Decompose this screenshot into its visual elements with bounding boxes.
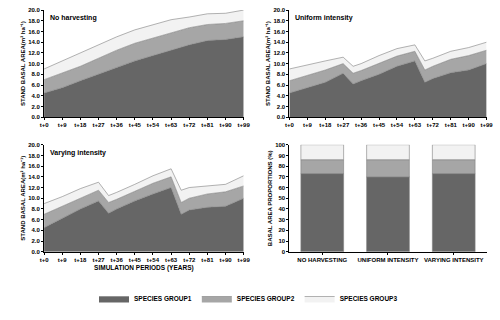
svg-text:t+45: t+45 (129, 122, 142, 128)
svg-text:SPECIES GROUP3: SPECIES GROUP3 (340, 295, 398, 302)
svg-text:30: 30 (278, 217, 285, 223)
svg-text:0.0: 0.0 (32, 249, 41, 255)
svg-text:4.0: 4.0 (277, 93, 286, 99)
svg-text:Varying intensity: Varying intensity (50, 149, 106, 157)
svg-text:100: 100 (275, 142, 286, 148)
svg-text:t+36: t+36 (111, 122, 124, 128)
svg-text:SPECIES GROUP1: SPECIES GROUP1 (134, 295, 192, 302)
svg-text:16.0: 16.0 (273, 29, 285, 35)
svg-text:0.0: 0.0 (32, 114, 41, 120)
svg-text:2.0: 2.0 (32, 238, 41, 244)
svg-text:t+0: t+0 (40, 122, 50, 128)
svg-text:0: 0 (282, 249, 286, 255)
svg-text:4.0: 4.0 (32, 227, 41, 233)
svg-text:STAND BASAL AREA(m² ha⁻¹): STAND BASAL AREA(m² ha⁻¹) (20, 21, 26, 106)
svg-text:t+99: t+99 (238, 122, 251, 128)
svg-text:No harvesting: No harvesting (50, 14, 97, 22)
svg-text:60: 60 (278, 185, 285, 191)
svg-text:t+0: t+0 (40, 257, 50, 263)
svg-text:2.0: 2.0 (277, 104, 286, 110)
svg-text:90: 90 (278, 153, 285, 159)
svg-text:Uniform intensity: Uniform intensity (295, 14, 353, 22)
svg-text:20.0: 20.0 (28, 7, 40, 13)
svg-text:t+45: t+45 (129, 257, 142, 263)
svg-text:t+27: t+27 (337, 122, 350, 128)
svg-text:t+72: t+72 (183, 257, 196, 263)
svg-text:t+63: t+63 (409, 122, 422, 128)
svg-text:t+81: t+81 (201, 257, 214, 263)
svg-text:t+54: t+54 (147, 257, 160, 263)
svg-text:18.0: 18.0 (28, 18, 40, 24)
svg-text:BASAL AREA PROPORTIONS (%): BASAL AREA PROPORTIONS (%) (267, 150, 273, 246)
svg-text:50: 50 (278, 195, 285, 201)
svg-text:SIMULATION PERIODS (YEARS): SIMULATION PERIODS (YEARS) (94, 264, 194, 272)
svg-text:14.0: 14.0 (28, 39, 40, 45)
svg-text:10.0: 10.0 (28, 195, 40, 201)
svg-text:t+54: t+54 (391, 122, 404, 128)
svg-text:16.0: 16.0 (28, 29, 40, 35)
svg-text:t+18: t+18 (74, 257, 87, 263)
svg-text:20.0: 20.0 (28, 142, 40, 148)
svg-text:t+63: t+63 (165, 122, 178, 128)
svg-text:6.0: 6.0 (32, 217, 41, 223)
svg-text:12.0: 12.0 (273, 50, 285, 56)
svg-text:2.0: 2.0 (32, 104, 41, 110)
svg-text:16.0: 16.0 (28, 163, 40, 169)
svg-text:4.0: 4.0 (32, 93, 41, 99)
svg-text:20.0: 20.0 (273, 7, 285, 13)
svg-text:12.0: 12.0 (28, 185, 40, 191)
svg-text:20: 20 (278, 227, 285, 233)
svg-text:14.0: 14.0 (273, 39, 285, 45)
svg-text:t+27: t+27 (92, 122, 105, 128)
svg-text:18.0: 18.0 (273, 18, 285, 24)
svg-text:t+72: t+72 (427, 122, 440, 128)
svg-text:STAND BASAL AREA(m² ha⁻¹): STAND BASAL AREA(m² ha⁻¹) (265, 21, 271, 106)
svg-text:t+18: t+18 (319, 122, 332, 128)
svg-text:STAND BASAL AREA(m² ha⁻¹): STAND BASAL AREA(m² ha⁻¹) (20, 156, 26, 241)
svg-text:t+18: t+18 (74, 122, 87, 128)
svg-text:6.0: 6.0 (277, 82, 286, 88)
svg-text:t+9: t+9 (58, 257, 68, 263)
svg-text:UNIFORM INTENSITY: UNIFORM INTENSITY (357, 257, 418, 263)
svg-text:t+81: t+81 (201, 122, 214, 128)
svg-text:8.0: 8.0 (32, 71, 41, 77)
svg-text:6.0: 6.0 (32, 82, 41, 88)
svg-text:12.0: 12.0 (28, 50, 40, 56)
svg-text:t+36: t+36 (355, 122, 368, 128)
svg-text:8.0: 8.0 (277, 71, 286, 77)
svg-text:10.0: 10.0 (273, 61, 285, 67)
svg-text:t+81: t+81 (445, 122, 458, 128)
svg-text:t+63: t+63 (165, 257, 178, 263)
svg-text:40: 40 (278, 206, 285, 212)
svg-text:t+54: t+54 (147, 122, 160, 128)
svg-text:0.0: 0.0 (277, 114, 286, 120)
svg-text:80: 80 (278, 163, 285, 169)
svg-text:t+45: t+45 (373, 122, 386, 128)
svg-text:SPECIES GROUP2: SPECIES GROUP2 (237, 295, 295, 302)
svg-text:t+90: t+90 (463, 122, 476, 128)
svg-text:t+90: t+90 (219, 257, 232, 263)
svg-text:10: 10 (278, 238, 285, 244)
svg-text:t+0: t+0 (285, 122, 295, 128)
svg-text:VARYING INTENSITY: VARYING INTENSITY (424, 257, 484, 263)
svg-text:14.0: 14.0 (28, 174, 40, 180)
svg-text:70: 70 (278, 174, 285, 180)
svg-text:t+99: t+99 (481, 122, 494, 128)
svg-text:t+27: t+27 (92, 257, 105, 263)
svg-text:t+90: t+90 (219, 122, 232, 128)
svg-text:t+36: t+36 (111, 257, 124, 263)
svg-text:NO HARVESTING: NO HARVESTING (297, 257, 347, 263)
svg-text:8.0: 8.0 (32, 206, 41, 212)
svg-text:t+9: t+9 (58, 122, 68, 128)
svg-text:t+72: t+72 (183, 122, 196, 128)
svg-text:t+9: t+9 (303, 122, 313, 128)
svg-text:10.0: 10.0 (28, 61, 40, 67)
svg-text:18.0: 18.0 (28, 153, 40, 159)
svg-text:t+99: t+99 (238, 257, 251, 263)
